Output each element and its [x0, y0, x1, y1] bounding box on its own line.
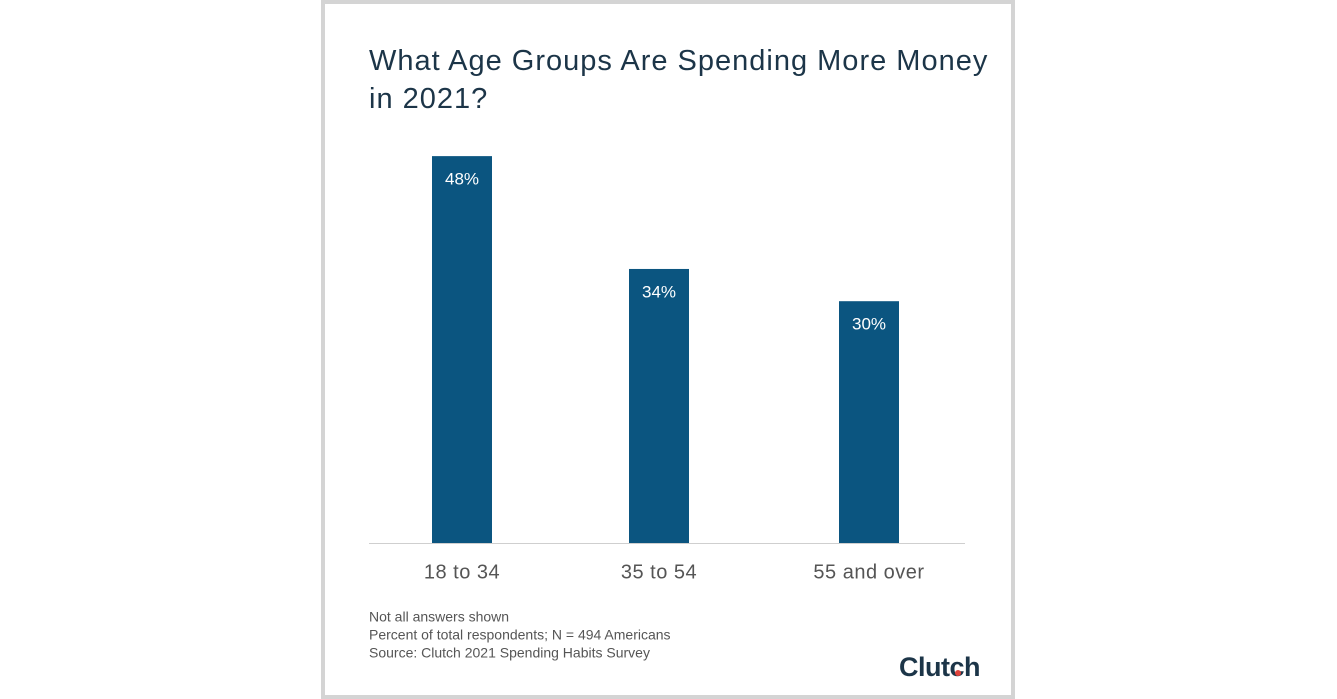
bar — [839, 301, 899, 543]
logo-dot — [955, 670, 961, 676]
footnote: Not all answers shown — [369, 609, 509, 625]
x-tick-label: 35 to 54 — [621, 561, 697, 583]
footnote: Source: Clutch 2021 Spending Habits Surv… — [369, 645, 650, 661]
logo: Clutch — [899, 652, 980, 682]
x-tick-label: 18 to 34 — [424, 561, 500, 583]
value-label: 34% — [642, 282, 676, 301]
value-label: 30% — [852, 315, 886, 334]
value-label: 48% — [445, 170, 479, 189]
footnote: Percent of total respondents; N = 494 Am… — [369, 627, 671, 643]
bar — [432, 156, 492, 543]
chart-title: What Age Groups Are Spending More Money … — [369, 45, 989, 115]
bar — [629, 268, 689, 543]
x-tick-label: 55 and over — [813, 561, 924, 583]
